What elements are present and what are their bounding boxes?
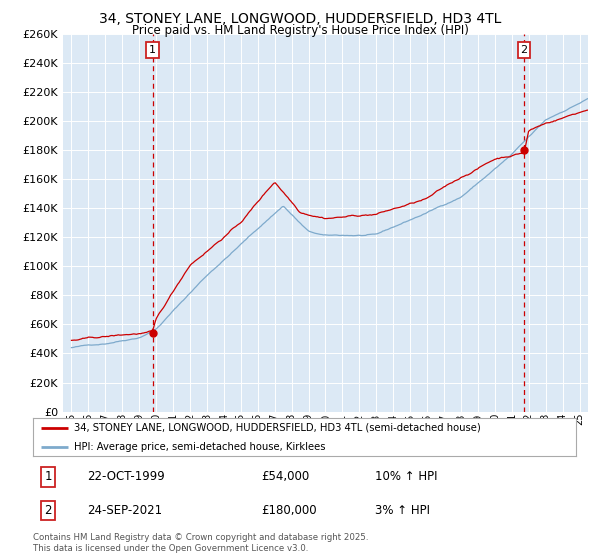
Text: 2: 2 bbox=[44, 504, 52, 517]
Text: £180,000: £180,000 bbox=[261, 504, 317, 517]
Text: 1: 1 bbox=[44, 470, 52, 483]
Text: HPI: Average price, semi-detached house, Kirklees: HPI: Average price, semi-detached house,… bbox=[74, 442, 325, 452]
Text: 34, STONEY LANE, LONGWOOD, HUDDERSFIELD, HD3 4TL: 34, STONEY LANE, LONGWOOD, HUDDERSFIELD,… bbox=[99, 12, 501, 26]
Text: 2: 2 bbox=[521, 45, 528, 55]
Text: Price paid vs. HM Land Registry's House Price Index (HPI): Price paid vs. HM Land Registry's House … bbox=[131, 24, 469, 37]
Text: 3% ↑ HPI: 3% ↑ HPI bbox=[375, 504, 430, 517]
Text: Contains HM Land Registry data © Crown copyright and database right 2025.
This d: Contains HM Land Registry data © Crown c… bbox=[33, 533, 368, 553]
Text: £54,000: £54,000 bbox=[261, 470, 310, 483]
Text: 24-SEP-2021: 24-SEP-2021 bbox=[88, 504, 163, 517]
Text: 10% ↑ HPI: 10% ↑ HPI bbox=[375, 470, 437, 483]
Text: 22-OCT-1999: 22-OCT-1999 bbox=[88, 470, 165, 483]
Text: 1: 1 bbox=[149, 45, 156, 55]
Text: 34, STONEY LANE, LONGWOOD, HUDDERSFIELD, HD3 4TL (semi-detached house): 34, STONEY LANE, LONGWOOD, HUDDERSFIELD,… bbox=[74, 423, 481, 433]
